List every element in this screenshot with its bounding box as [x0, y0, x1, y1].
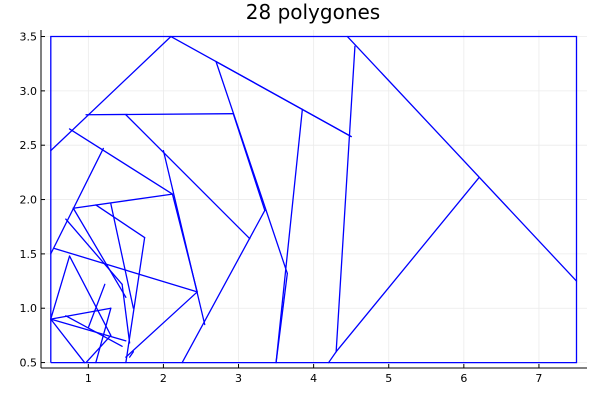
polygon-edge: [125, 114, 251, 240]
y-tick-label: 2.5: [20, 139, 38, 152]
x-tick-label: 3: [235, 372, 242, 385]
polygon-edge: [65, 218, 123, 285]
chart-title: 28 polygones: [246, 0, 380, 24]
polygon-edge: [68, 128, 174, 195]
polygon-edge: [275, 108, 304, 364]
polygon-edge: [50, 318, 86, 364]
y-tick-label: 3.0: [20, 85, 38, 98]
x-tick-label: 1: [85, 372, 92, 385]
y-tick-label: 0.5: [20, 357, 38, 370]
polygon-edge: [128, 351, 135, 358]
polygon-edge: [125, 291, 198, 358]
outer-rectangle: [50, 35, 578, 364]
polygon-edge: [215, 60, 288, 275]
x-axis-ticks: 1 2 3 4 5 6 7: [85, 364, 542, 385]
polygon-edge: [50, 318, 127, 342]
polygon-edge: [50, 307, 112, 320]
polygon-edge: [50, 255, 71, 320]
x-tick-label: 7: [535, 372, 542, 385]
polygon-edge: [335, 45, 356, 353]
polygon-edge: [346, 35, 578, 282]
polygon-edge: [65, 315, 123, 347]
y-tick-label: 1.5: [20, 248, 38, 261]
grid-lines: [41, 30, 587, 368]
polygon-edge: [72, 207, 127, 299]
x-tick-label: 4: [310, 372, 317, 385]
polygon-lines: [50, 35, 578, 364]
polygon-edge: [121, 283, 131, 344]
polygon-edge: [181, 209, 266, 364]
polygon-edge: [50, 147, 104, 255]
polygon-edge: [171, 193, 198, 293]
polygon-edge: [85, 113, 234, 116]
polygon-edge: [87, 283, 106, 329]
y-tick-label: 1.0: [20, 302, 38, 315]
polygon-edge: [327, 351, 337, 364]
polygon-edge: [215, 60, 352, 138]
x-tick-label: 6: [460, 372, 467, 385]
polygon-edge: [50, 35, 172, 152]
polygon-edge: [53, 247, 198, 293]
polygon-edge: [232, 113, 266, 212]
y-tick-label: 2.0: [20, 194, 38, 207]
y-tick-label: 3.5: [20, 31, 38, 44]
polygon-edge: [68, 255, 112, 337]
polygon-edge: [85, 334, 112, 364]
x-tick-label: 5: [385, 372, 392, 385]
polygon-edge: [95, 204, 146, 239]
polygon-edge: [110, 203, 135, 309]
x-tick-label: 2: [160, 372, 167, 385]
polygon-edge: [335, 177, 480, 353]
y-axis-ticks: 0.5 1.0 1.5 2.0 2.5 3.0 3.5: [20, 31, 45, 370]
polygon-edge: [72, 193, 174, 209]
polygon-edge: [125, 236, 146, 364]
